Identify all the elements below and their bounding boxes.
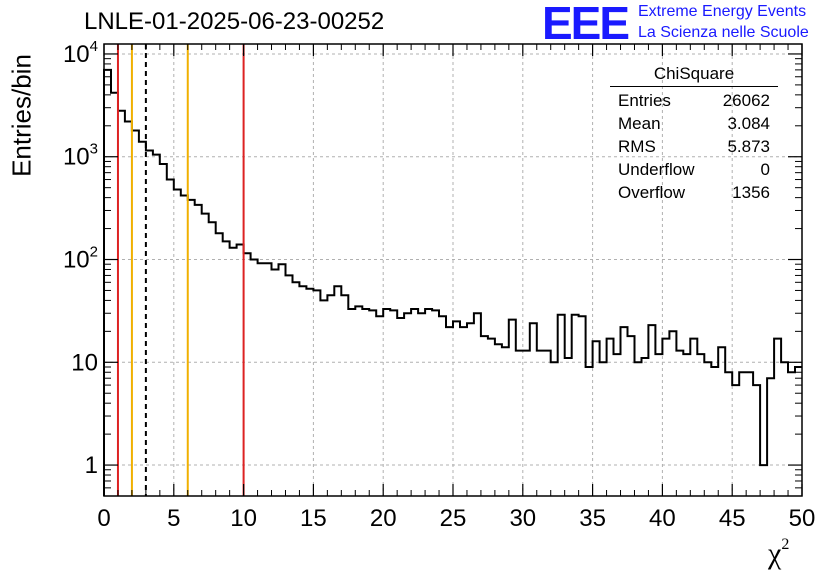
x-tick-label: 15 <box>300 505 327 532</box>
logo-line-1: Extreme Energy Events <box>638 3 807 20</box>
stats-row-underflow: Underflow 0 <box>610 158 778 181</box>
x-tick-label: 20 <box>370 505 397 532</box>
y-tick-label: 1 <box>85 452 98 479</box>
x-tick-label: 35 <box>579 505 606 532</box>
x-tick-label: 0 <box>97 505 110 532</box>
x-tick-label: 50 <box>789 505 816 532</box>
stats-value: 5.873 <box>727 137 770 156</box>
eee-logo-mark: EEE <box>542 0 630 49</box>
y-axis-label: Entries/bin <box>6 54 37 177</box>
stats-row-rms: RMS 5.873 <box>610 135 778 158</box>
stats-label: Mean <box>618 114 661 133</box>
chart-title: LNLE-01-2025-06-23-00252 <box>84 8 385 35</box>
x-tick-label: 10 <box>230 505 257 532</box>
stats-row-mean: Mean 3.084 <box>610 112 778 135</box>
stats-value: 1356 <box>732 183 770 202</box>
logo-line-2: La Scienza nelle Scuole <box>638 24 809 41</box>
y-tick-label: 10 <box>71 349 98 376</box>
stats-title: ChiSquare <box>610 64 778 87</box>
y-tick-label: 104 <box>63 38 98 68</box>
stats-label: Entries <box>618 91 671 110</box>
x-tick-label: 30 <box>509 505 536 532</box>
stats-label: RMS <box>618 137 656 156</box>
x-tick-label: 25 <box>440 505 467 532</box>
histogram-line <box>103 68 802 496</box>
stats-value: 3.084 <box>727 114 770 133</box>
stats-label: Underflow <box>618 160 695 179</box>
stats-value: 26062 <box>722 91 770 110</box>
stats-box: ChiSquare Entries 26062 Mean 3.084 RMS 5… <box>610 64 778 204</box>
stats-row-entries: Entries 26062 <box>610 89 778 112</box>
stats-value: 0 <box>760 160 770 179</box>
x-tick-label: 45 <box>719 505 746 532</box>
x-tick-label: 5 <box>167 505 180 532</box>
x-tick-label: 40 <box>649 505 676 532</box>
stats-row-overflow: Overflow 1356 <box>610 181 778 204</box>
y-tick-label: 103 <box>63 141 98 171</box>
x-axis-label: χ2 <box>768 536 790 570</box>
stats-label: Overflow <box>618 183 686 202</box>
y-tick-label: 102 <box>63 244 98 274</box>
